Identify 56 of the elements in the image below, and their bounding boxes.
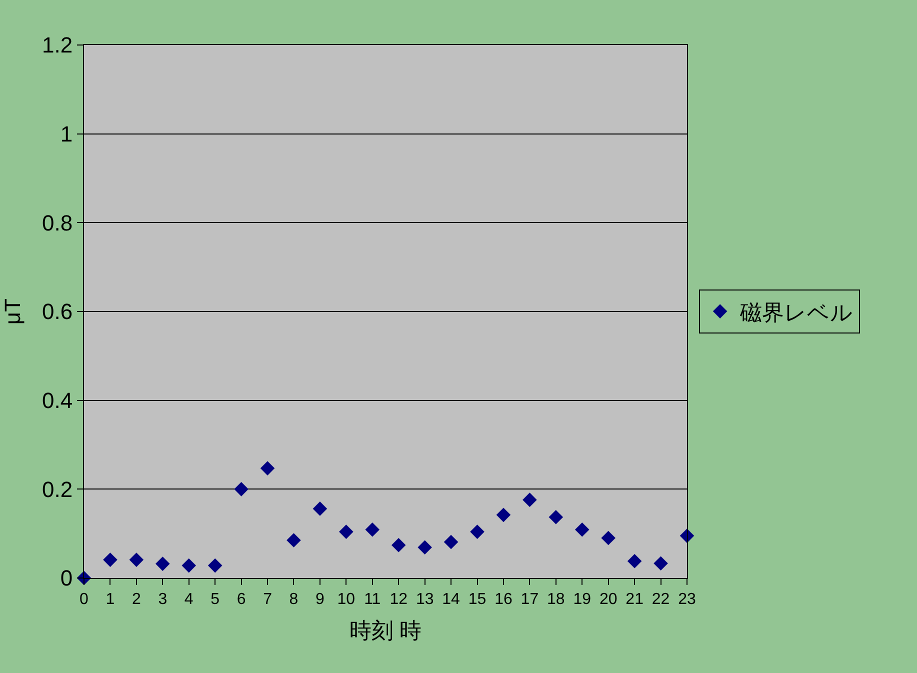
y-tick-label: 0.8 [42, 210, 73, 236]
point [444, 534, 458, 550]
x-tick-label: 18 [547, 591, 565, 608]
point [103, 552, 118, 567]
x-tick-label: 12 [390, 591, 408, 608]
x-tick-label: 13 [416, 591, 434, 608]
x-tick-label: 6 [236, 591, 246, 608]
x-tick-label: 14 [442, 591, 460, 608]
x-tick-label: 7 [263, 591, 272, 608]
x-tick-label: 20 [599, 591, 618, 608]
point [182, 558, 196, 573]
x-tick-label: 19 [573, 591, 592, 608]
point [496, 508, 511, 522]
x-tick-label: 9 [316, 591, 325, 608]
x-tick-label: 22 [652, 591, 670, 608]
x-tick-label: 5 [210, 591, 220, 608]
point [522, 492, 537, 507]
point [574, 522, 590, 537]
y-tick-label: 0.4 [42, 388, 73, 414]
point [156, 556, 170, 571]
y-tick-label: 0.6 [42, 299, 73, 324]
x-tick-label: 8 [289, 591, 298, 608]
x-tick-label: 10 [337, 591, 356, 608]
point [391, 538, 406, 552]
point [129, 552, 144, 567]
point [208, 558, 222, 573]
x-tick-label: 21 [626, 591, 644, 608]
point [339, 524, 354, 539]
point [234, 482, 248, 496]
x-axis-title: 時刻 時 [349, 618, 422, 644]
point [627, 554, 642, 568]
x-tick-label: 2 [132, 591, 141, 608]
point [312, 502, 328, 516]
point [654, 556, 668, 570]
x-tick-label: 0 [80, 591, 89, 608]
x-tick-label: 4 [184, 591, 194, 608]
y-tick-label: 1 [60, 122, 73, 147]
x-tick-label: 3 [158, 591, 168, 608]
x-tick-label: 17 [520, 591, 539, 608]
x-tick-label: 1 [106, 591, 115, 608]
y-tick-label: 0.2 [42, 476, 73, 502]
point [365, 522, 380, 537]
point [418, 540, 432, 554]
x-tick-label: 23 [678, 591, 696, 608]
y-tick-label: 0 [60, 566, 73, 591]
point [548, 510, 564, 524]
point [286, 533, 301, 548]
x-tick-label: 16 [494, 591, 512, 608]
legend-label: 磁界レベル [739, 300, 854, 325]
point [470, 524, 484, 539]
point [260, 461, 275, 476]
x-tick-label: 15 [468, 591, 486, 608]
x-tick-label: 11 [364, 591, 381, 608]
y-axis-title: μT [0, 298, 25, 325]
point [601, 530, 616, 546]
y-tick-label: 1.2 [42, 32, 73, 58]
